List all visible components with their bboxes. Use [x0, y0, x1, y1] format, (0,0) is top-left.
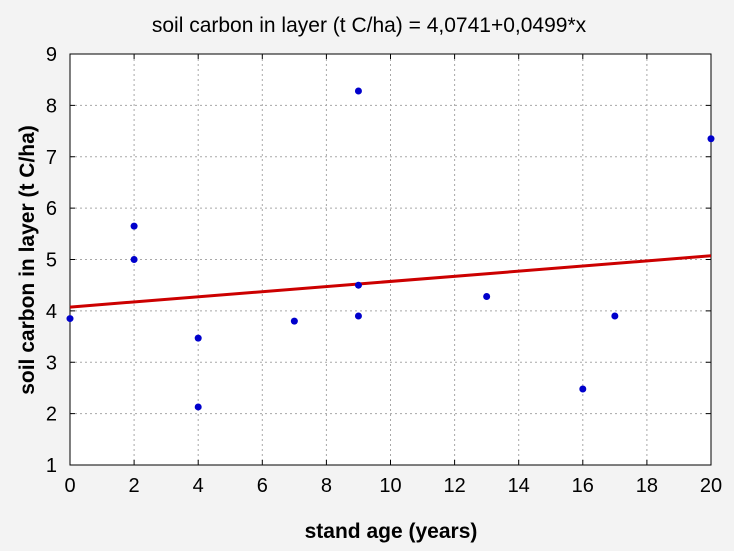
regression-line-group — [69, 254, 712, 309]
data-point — [290, 317, 298, 325]
chart-title: soil carbon in layer (t C/ha) = 4,0741+0… — [152, 14, 587, 37]
data-point — [354, 312, 362, 320]
data-point — [354, 87, 362, 95]
y-tick-label: 5 — [46, 250, 57, 272]
x-tick-label: 0 — [64, 475, 75, 497]
regression-line — [69, 254, 712, 309]
x-tick-label: 6 — [257, 475, 268, 497]
data-point — [194, 403, 202, 411]
x-tick-label: 4 — [193, 475, 204, 497]
x-tick-label: 10 — [379, 475, 401, 497]
x-tick-label: 14 — [508, 475, 530, 497]
data-point — [611, 312, 619, 320]
x-tick-label: 12 — [443, 475, 465, 497]
data-point — [130, 256, 138, 263]
y-tick-label: 8 — [46, 95, 57, 117]
y-tick-label: 2 — [46, 404, 57, 426]
data-point — [130, 222, 138, 230]
y-tick-label: 9 — [46, 44, 57, 66]
y-tick-label: 7 — [46, 147, 57, 169]
x-axis-label: stand age (years) — [305, 520, 478, 543]
data-points — [66, 87, 715, 411]
y-tick-label: 3 — [46, 352, 57, 374]
x-tick-label: 8 — [321, 475, 332, 497]
x-tick-label: 2 — [129, 475, 140, 497]
y-axis-label: soil carbon in layer (t C/ha) — [16, 125, 39, 395]
data-point — [194, 334, 202, 342]
x-tick-label: 16 — [572, 475, 594, 497]
data-point — [707, 135, 715, 143]
x-tick-label: 18 — [636, 475, 658, 497]
y-tick-label: 1 — [46, 455, 57, 477]
data-point — [66, 315, 74, 323]
x-tick-label: 20 — [700, 475, 722, 497]
y-tick-label: 6 — [46, 198, 57, 220]
data-point — [579, 385, 587, 393]
data-point — [483, 292, 491, 300]
y-tick-label: 4 — [46, 301, 57, 323]
data-point — [354, 281, 362, 289]
